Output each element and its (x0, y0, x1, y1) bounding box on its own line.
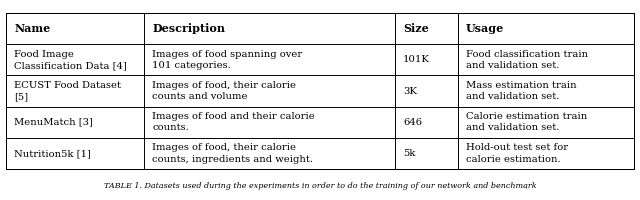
Text: 5k: 5k (403, 149, 415, 158)
Text: Food classification train
and validation set.: Food classification train and validation… (466, 50, 588, 70)
Text: Mass estimation train
and validation set.: Mass estimation train and validation set… (466, 81, 576, 101)
Text: Images of food, their calorie
counts and volume: Images of food, their calorie counts and… (152, 81, 296, 101)
Text: Images of food spanning over
101 categories.: Images of food spanning over 101 categor… (152, 50, 302, 70)
Text: ECUST Food Dataset
[5]: ECUST Food Dataset [5] (14, 81, 121, 101)
Text: Food Image
Classification Data [4]: Food Image Classification Data [4] (14, 50, 127, 70)
Text: 646: 646 (403, 118, 422, 127)
Text: Usage: Usage (466, 23, 504, 34)
Text: Hold-out test set for
calorie estimation.: Hold-out test set for calorie estimation… (466, 143, 568, 164)
Bar (6, 13, 634, 169)
Text: Images of food and their calorie
counts.: Images of food and their calorie counts. (152, 112, 315, 132)
Text: Size: Size (403, 23, 429, 34)
Text: MenuMatch [3]: MenuMatch [3] (14, 118, 93, 127)
Text: Name: Name (14, 23, 51, 34)
Text: 3K: 3K (403, 87, 417, 96)
Text: Nutrition5k [1]: Nutrition5k [1] (14, 149, 91, 158)
Text: TABLE 1. Datasets used during the experiments in order to do the training of our: TABLE 1. Datasets used during the experi… (104, 182, 536, 190)
Text: Calorie estimation train
and validation set.: Calorie estimation train and validation … (466, 112, 587, 132)
Text: Images of food, their calorie
counts, ingredients and weight.: Images of food, their calorie counts, in… (152, 143, 313, 164)
Text: 101K: 101K (403, 55, 430, 64)
Text: Description: Description (152, 23, 225, 34)
